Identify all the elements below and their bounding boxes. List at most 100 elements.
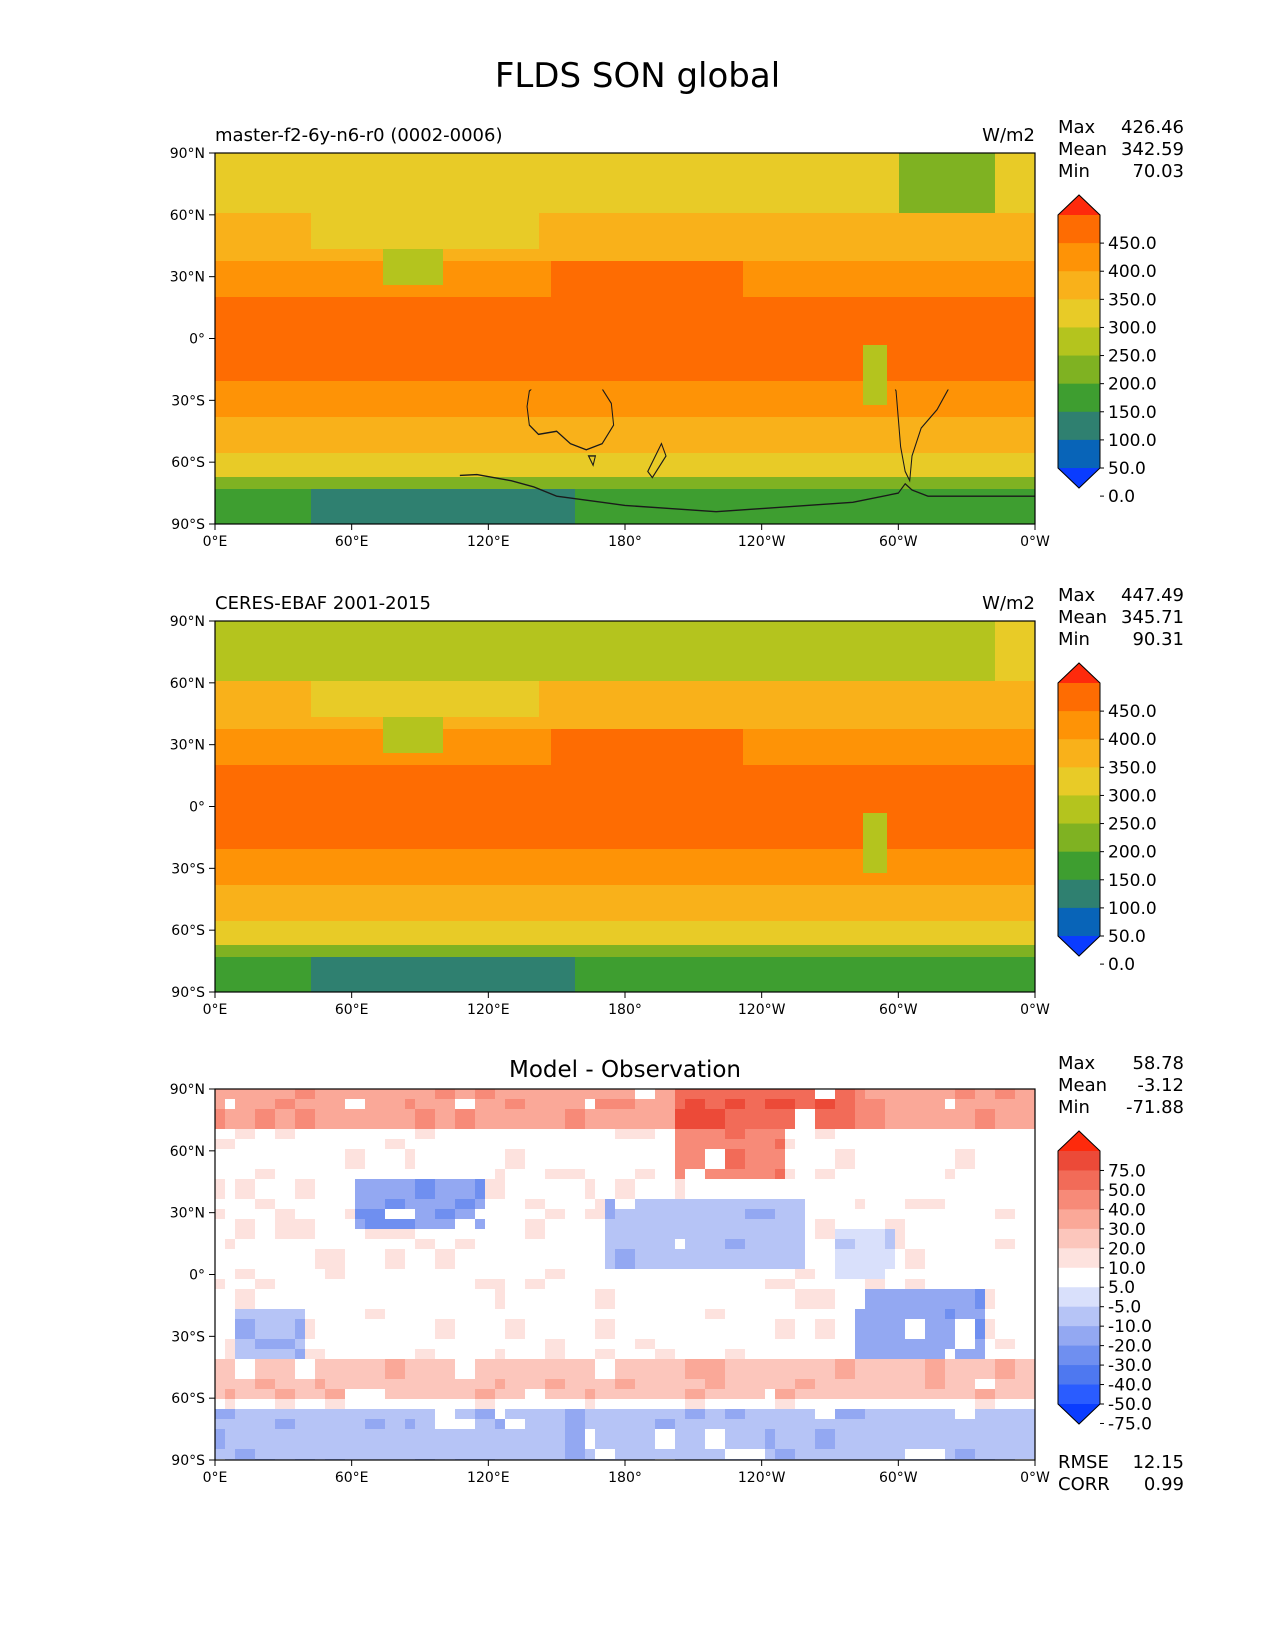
lat-tick-label: 0° — [189, 1268, 205, 1284]
lon-tick-label: 60°W — [879, 1470, 918, 1486]
panel-left-title: CERES-EBAF 2001-2015 — [215, 593, 431, 614]
colorbar-level-label: 10.0 — [1108, 1259, 1146, 1279]
footer-stat-value: 0.99 — [1144, 1474, 1184, 1495]
colorbar-level-label: 300.0 — [1108, 786, 1157, 806]
lat-tick-label: 30°S — [171, 1329, 205, 1345]
colorbar-level-label: -50.0 — [1108, 1395, 1152, 1415]
lat-tick-label: 90°S — [171, 985, 205, 1001]
colorbar-level-label: -5.0 — [1108, 1298, 1141, 1318]
colorbar-level-label: 75.0 — [1108, 1161, 1146, 1181]
colorbar-level-label: 5.0 — [1108, 1278, 1135, 1298]
colorbar-level-label: 150.0 — [1108, 871, 1157, 891]
lat-tick-label: 30°N — [170, 1206, 205, 1222]
map-field — [215, 1089, 1035, 1460]
lon-tick-label: 60°W — [879, 1002, 918, 1018]
colorbar-level-label: 30.0 — [1108, 1220, 1146, 1240]
map-field — [215, 153, 1035, 524]
colorbar-level-label: -30.0 — [1108, 1356, 1152, 1376]
stat-value: 70.03 — [1132, 161, 1184, 182]
colorbar-level-label: 200.0 — [1108, 375, 1157, 395]
lat-tick-label: 90°N — [170, 614, 205, 630]
lon-tick-label: 120°W — [738, 1002, 786, 1018]
stat-label: Max — [1058, 1053, 1096, 1074]
lat-tick-label: 90°S — [171, 517, 205, 533]
map-panel-3: 90°N 60°N 30°N 0° 30°S 60°S 90°S0°E 60°E 120°E 18… — [170, 1053, 1184, 1495]
lat-tick-label: 60°N — [170, 1144, 205, 1160]
stat-value: 90.31 — [1132, 629, 1184, 650]
colorbar-level-label: -75.0 — [1108, 1414, 1152, 1434]
colorbar-level-label: 100.0 — [1108, 431, 1157, 451]
lat-tick-label: 90°S — [171, 1453, 205, 1469]
lon-tick-label: 180° — [608, 1470, 642, 1486]
colorbar-level-label: 40.0 — [1108, 1200, 1146, 1220]
colorbar-level-label: 200.0 — [1108, 843, 1157, 863]
lon-tick-label: 60°W — [879, 534, 918, 550]
colorbar-level-label: 300.0 — [1108, 318, 1157, 338]
figure-title: FLDS SON global — [494, 56, 781, 96]
footer-stat-value: 12.15 — [1132, 1452, 1184, 1473]
colorbar: 450.0 400.0 350.0 300.0 250.0 200.0 150.0 100.0… — [1057, 194, 1157, 507]
footer-stat-label: CORR — [1058, 1474, 1110, 1495]
colorbar-level-label: 20.0 — [1108, 1239, 1146, 1259]
lon-tick-label: 0°E — [203, 1470, 228, 1486]
colorbar-level-label: -10.0 — [1108, 1317, 1152, 1337]
lat-tick-label: 0° — [189, 332, 205, 348]
lat-tick-label: 60°S — [171, 923, 205, 939]
lat-tick-label: 60°S — [171, 1391, 205, 1407]
panel-units: W/m2 — [982, 125, 1035, 146]
stat-label: Mean — [1058, 139, 1107, 160]
colorbar-level-label: 400.0 — [1108, 730, 1157, 750]
stat-label: Mean — [1058, 607, 1107, 628]
lon-tick-label: 120°E — [467, 1470, 510, 1486]
colorbar-level-label: 350.0 — [1108, 758, 1157, 778]
stat-value: 426.46 — [1121, 117, 1184, 138]
colorbar-level-label: 350.0 — [1108, 290, 1157, 310]
stat-label: Max — [1058, 585, 1096, 606]
lon-tick-label: 0°E — [203, 1002, 228, 1018]
panel-center-title: Model - Observation — [509, 1057, 741, 1083]
colorbar-level-label: 100.0 — [1108, 899, 1157, 919]
lat-tick-label: 30°N — [170, 270, 205, 286]
lon-tick-label: 120°E — [467, 1002, 510, 1018]
stat-value: 345.71 — [1121, 607, 1184, 628]
lon-tick-label: 180° — [608, 534, 642, 550]
lat-tick-label: 0° — [189, 800, 205, 816]
lon-tick-label: 0°W — [1020, 534, 1050, 550]
lat-tick-label: 30°S — [171, 393, 205, 409]
lat-tick-label: 60°N — [170, 676, 205, 692]
lon-tick-label: 0°E — [203, 534, 228, 550]
stat-label: Min — [1058, 629, 1090, 650]
colorbar-level-label: 50.0 — [1108, 927, 1146, 947]
colorbar-level-label: 400.0 — [1108, 262, 1157, 282]
panel-units: W/m2 — [982, 593, 1035, 614]
lat-tick-label: 90°N — [170, 146, 205, 162]
colorbar: 450.0 400.0 350.0 300.0 250.0 200.0 150.0 100.0… — [1057, 662, 1157, 975]
colorbar-level-label: -40.0 — [1108, 1376, 1152, 1396]
stat-label: Min — [1058, 161, 1090, 182]
lat-tick-label: 60°N — [170, 208, 205, 224]
colorbar-level-label: -20.0 — [1108, 1337, 1152, 1357]
footer-stat-label: RMSE — [1058, 1452, 1109, 1473]
stat-label: Max — [1058, 117, 1096, 138]
lat-tick-label: 30°N — [170, 738, 205, 754]
lon-tick-label: 0°W — [1020, 1470, 1050, 1486]
colorbar-level-label: 450.0 — [1108, 702, 1157, 722]
colorbar-level-label: 250.0 — [1108, 815, 1157, 835]
colorbar-level-label: 450.0 — [1108, 234, 1157, 254]
stat-value: 447.49 — [1121, 585, 1184, 606]
lon-tick-label: 0°W — [1020, 1002, 1050, 1018]
colorbar-level-label: 50.0 — [1108, 1181, 1146, 1201]
colorbar: 75.050.040.030.020.010.05.0-5.0-10.0-20.… — [1057, 1130, 1152, 1434]
colorbar-level-label: 250.0 — [1108, 347, 1157, 367]
map-field — [215, 621, 1035, 992]
lat-tick-label: 60°S — [171, 455, 205, 471]
lon-tick-label: 180° — [608, 1002, 642, 1018]
lon-tick-label: 60°E — [335, 1002, 369, 1018]
lat-tick-label: 30°S — [171, 861, 205, 877]
colorbar-level-label: 50.0 — [1108, 459, 1146, 479]
stat-label: Min — [1058, 1097, 1090, 1118]
stat-label: Mean — [1058, 1075, 1107, 1096]
lon-tick-label: 120°E — [467, 534, 510, 550]
stat-value: 342.59 — [1121, 139, 1184, 160]
